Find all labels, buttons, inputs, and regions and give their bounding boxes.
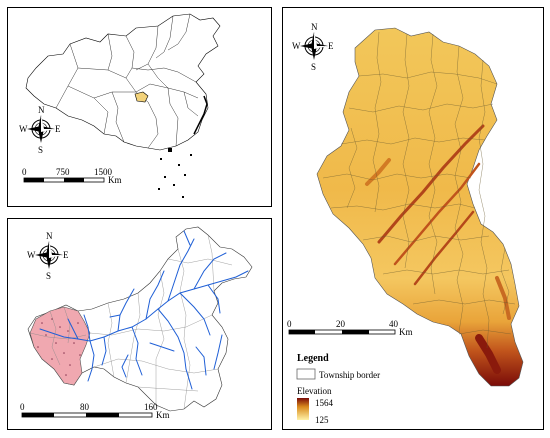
compass-east-label: E: [63, 250, 69, 260]
district-borders: [29, 234, 233, 410]
compass-icon: N S E W: [19, 105, 61, 155]
scale-tick-label: 20: [336, 319, 346, 329]
compass-north-label: N: [38, 105, 45, 115]
south-sea-islands: [158, 148, 192, 198]
compass-south-label: S: [46, 271, 51, 281]
compass-east-label: E: [55, 124, 61, 134]
legend-elevation-label: Elevation: [297, 386, 332, 396]
compass-north-label: N: [46, 231, 53, 241]
compass-south-label: S: [311, 62, 316, 72]
scale-tick-label: 750: [56, 167, 70, 177]
compass-icon: N S E W: [292, 22, 334, 72]
scale-bar: 0 20 40 Km: [287, 319, 413, 337]
compass-south-label: S: [38, 145, 43, 155]
township-borders: [322, 31, 516, 349]
china-locator-panel: N S E W 0 750 1500 Km: [7, 7, 272, 207]
compass-north-label: N: [311, 22, 318, 32]
region-outline: [27, 226, 253, 412]
scale-tick-label: 160: [144, 402, 158, 412]
legend-elev-min: 125: [315, 415, 329, 425]
scale-bar: 0 750 1500 Km: [22, 167, 122, 185]
legend-elev-max: 1564: [315, 398, 334, 408]
scale-unit-label: Km: [399, 327, 413, 337]
scale-tick-label: 0: [287, 319, 292, 329]
scale-unit-label: Km: [156, 410, 170, 420]
compass-west-label: W: [292, 41, 301, 51]
study-area: [29, 306, 91, 386]
elevation-panel: N S E W 0 20 40 Km Legend Township borde…: [282, 7, 544, 430]
scale-tick-label: 0: [22, 167, 27, 177]
compass-west-label: W: [27, 250, 36, 260]
elevation-map: N S E W 0 20 40 Km Legend Township borde…: [287, 22, 524, 425]
river-network: [39, 230, 249, 390]
scale-bar: 0 80 160 Km: [20, 402, 170, 420]
basin-map: N S E W 0 80 160 Km: [20, 226, 253, 420]
coastline: [193, 95, 208, 135]
township-swatch: [296, 368, 316, 380]
scale-tick-label: 1500: [94, 167, 113, 177]
basin-panel: N S E W 0 80 160 Km: [7, 218, 272, 430]
sample-points: [37, 318, 81, 376]
scale-unit-label: Km: [108, 175, 122, 185]
study-area-highlight: [134, 91, 149, 103]
legend-township-label: Township border: [319, 370, 380, 380]
elevation-surface: [316, 27, 524, 387]
legend-title: Legend: [297, 353, 329, 364]
china-map: N S E W 0 750 1500 Km: [19, 13, 221, 198]
elevation-color-ramp: [297, 398, 309, 420]
legend: Legend Township border Elevation 1564 12…: [296, 353, 380, 425]
province-borders: [55, 13, 199, 149]
compass-east-label: E: [328, 41, 334, 51]
compass-west-label: W: [19, 124, 28, 134]
mountain-ridges: [365, 124, 511, 374]
scale-tick-label: 80: [80, 402, 90, 412]
scale-tick-label: 40: [389, 319, 399, 329]
scale-tick-label: 0: [20, 402, 25, 412]
compass-icon: N S E W: [27, 231, 69, 281]
